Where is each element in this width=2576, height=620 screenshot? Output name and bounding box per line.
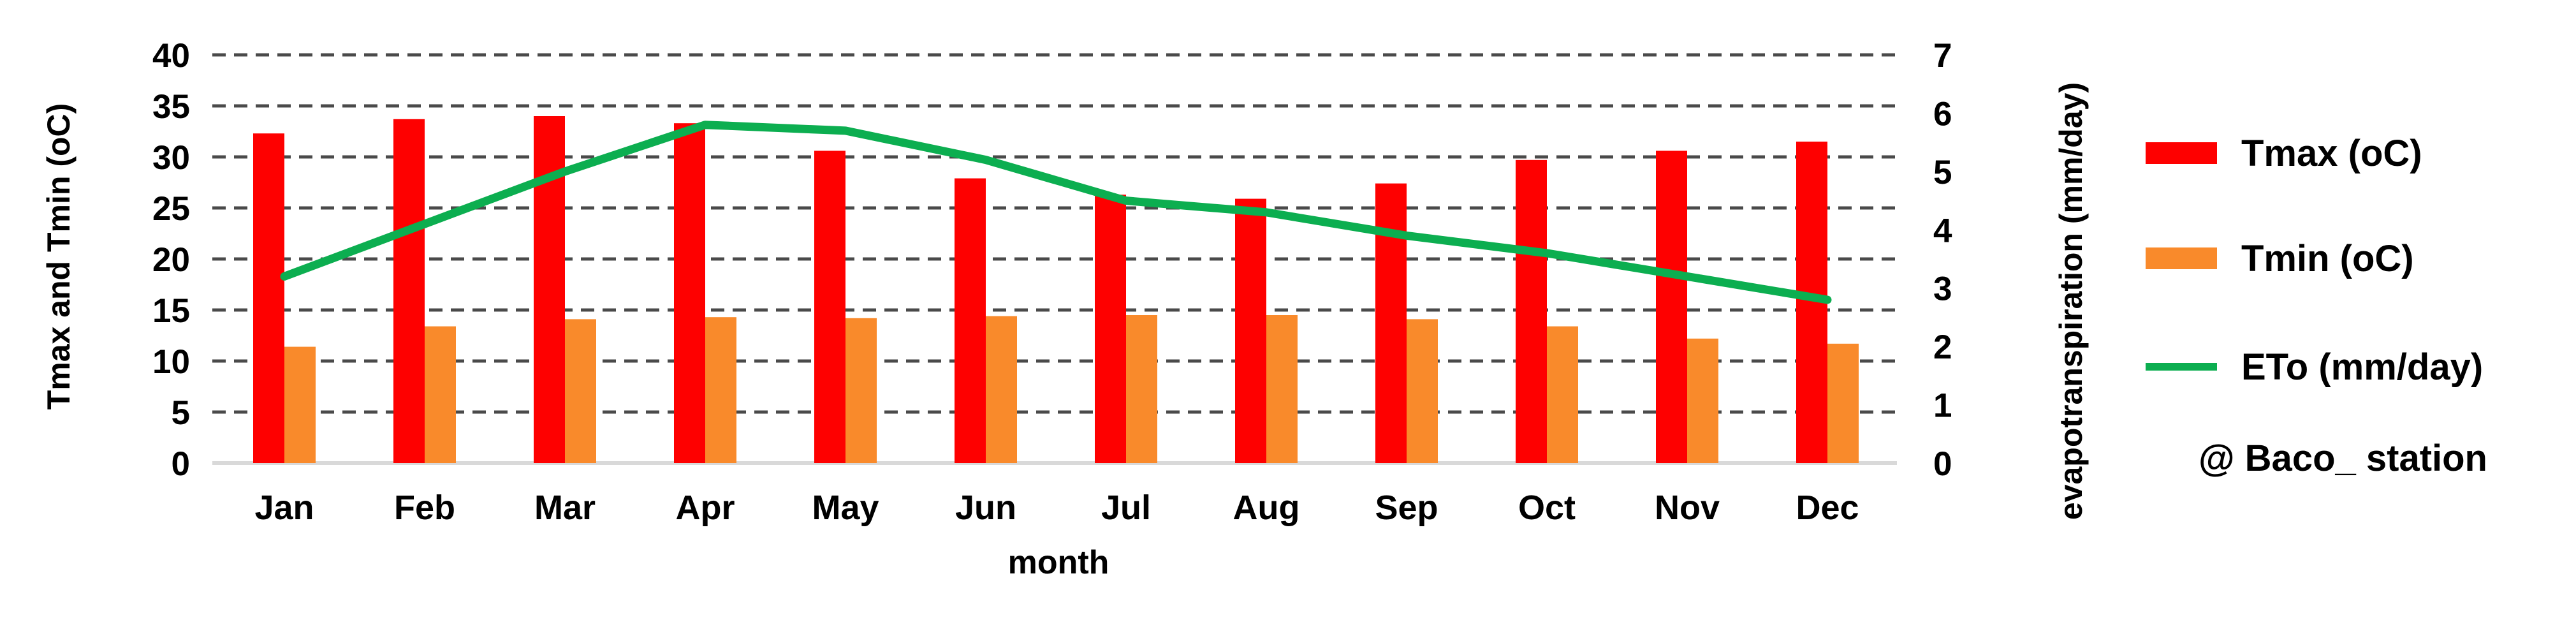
bar-tmin-oct [1547, 326, 1578, 463]
month-label-jun: Jun [955, 489, 1016, 527]
bar-tmin-mar [565, 319, 596, 463]
station-annotation: @ Baco_ station [2199, 438, 2487, 479]
left-axis-title: Tmax and Tmin (oC) [41, 103, 77, 410]
eto-line-swatch-icon [2146, 363, 2217, 371]
month-label-apr: Apr [676, 489, 735, 527]
left-axis-tick: 0 [172, 445, 190, 483]
bar-tmax-jan [253, 133, 284, 463]
bar-tmin-sep [1407, 319, 1438, 463]
tmin-swatch-icon [2146, 247, 2217, 269]
right-axis-tick: 6 [1933, 95, 1952, 133]
legend-label-tmax: Tmax (oC) [2241, 132, 2422, 174]
bar-tmax-nov [1656, 151, 1687, 463]
right-axis-title: evapotranspiration (mm/day) [2053, 82, 2089, 520]
bar-tmin-aug [1266, 315, 1298, 463]
left-axis-tick: 25 [152, 190, 190, 228]
month-label-may: May [812, 489, 879, 527]
right-axis-tick: 1 [1933, 387, 1952, 425]
eto-line [280, 121, 1832, 304]
bar-tmin-nov [1687, 338, 1718, 463]
right-axis-tick: 4 [1933, 212, 1952, 249]
left-axis-tick: 40 [152, 37, 190, 75]
legend-item-eto: ETo (mm/day) [2146, 344, 2483, 389]
bar-tmin-dec [1827, 343, 1859, 463]
month-label-nov: Nov [1655, 489, 1720, 527]
x-axis-title: month [1007, 544, 1109, 581]
bar-tmax-may [814, 151, 845, 463]
bar-tmax-feb [393, 119, 425, 464]
tmax-swatch-icon [2146, 142, 2217, 164]
legend-label-tmin: Tmin (oC) [2241, 237, 2414, 279]
right-axis-tick: 2 [1933, 328, 1952, 366]
bar-tmax-sep [1375, 183, 1407, 463]
bar-tmax-mar [534, 116, 565, 463]
month-label-mar: Mar [534, 489, 596, 527]
left-axis-tick: 20 [152, 241, 190, 279]
bar-tmin-jan [284, 346, 316, 463]
left-axis-tick: 35 [152, 88, 190, 126]
month-label-dec: Dec [1796, 489, 1859, 527]
month-label-sep: Sep [1375, 489, 1438, 527]
legend-item-tmax: Tmax (oC) [2146, 131, 2422, 175]
bar-tmin-feb [425, 326, 456, 463]
chart-plot: 0 5 10 15 20 25 30 35 40 0 1 2 3 4 5 6 7 Jan Feb Mar Apr May J… [152, 37, 1952, 527]
left-axis-tick: 30 [152, 139, 190, 177]
bar-tmin-apr [705, 317, 736, 463]
left-axis-tick: 5 [172, 394, 190, 432]
bar-tmax-apr [674, 123, 705, 463]
bar-tmin-jul [1126, 315, 1157, 463]
right-axis-tick: 5 [1933, 154, 1952, 191]
bar-tmax-aug [1235, 198, 1266, 463]
legend-label-eto: ETo (mm/day) [2241, 346, 2484, 388]
right-axis-tick: 3 [1933, 270, 1952, 308]
month-label-oct: Oct [1518, 489, 1576, 527]
legend: Tmax (oC) Tmin (oC) ETo (mm/day) @ Baco_… [2146, 0, 2566, 601]
month-label-jan: Jan [254, 489, 314, 527]
legend-item-tmin: Tmin (oC) [2146, 236, 2414, 281]
left-axis-tick: 10 [152, 343, 190, 381]
bar-tmax-oct [1516, 159, 1547, 464]
month-label-feb: Feb [394, 489, 455, 527]
month-label-jul: Jul [1101, 489, 1151, 527]
bar-tmin-may [845, 318, 877, 463]
right-axis-tick: 7 [1933, 37, 1952, 75]
month-label-aug: Aug [1233, 489, 1300, 527]
bar-tmax-jul [1095, 195, 1126, 463]
figure-root: 0 5 10 15 20 25 30 35 40 0 1 2 3 4 5 6 7 Jan Feb Mar Apr May J… [41, 0, 2566, 601]
right-axis-tick: 0 [1933, 445, 1952, 483]
left-axis-tick: 15 [152, 292, 190, 330]
bar-tmax-jun [955, 178, 986, 463]
bar-tmin-jun [986, 316, 1017, 463]
